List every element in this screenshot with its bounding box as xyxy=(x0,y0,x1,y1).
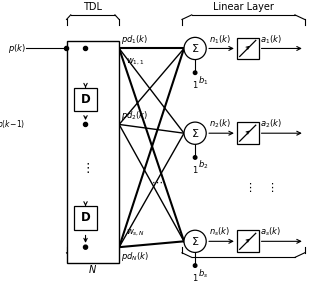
Circle shape xyxy=(184,230,206,252)
Text: $b_1$: $b_1$ xyxy=(198,74,209,87)
Text: $1$: $1$ xyxy=(192,164,198,175)
Text: $\Sigma$: $\Sigma$ xyxy=(191,235,199,247)
Bar xyxy=(74,206,97,230)
Circle shape xyxy=(83,122,88,126)
Bar xyxy=(74,88,97,111)
Bar xyxy=(237,122,259,144)
Circle shape xyxy=(193,156,197,159)
Text: $w_{1,1}$: $w_{1,1}$ xyxy=(126,57,145,68)
Circle shape xyxy=(65,46,69,51)
Text: $1$: $1$ xyxy=(192,79,198,90)
Text: $p(k\!-\!1)$: $p(k\!-\!1)$ xyxy=(0,118,26,131)
Circle shape xyxy=(83,245,88,249)
Text: $b_2$: $b_2$ xyxy=(198,159,209,171)
Text: $pd_1(k)$: $pd_1(k)$ xyxy=(121,33,148,45)
Circle shape xyxy=(184,37,206,60)
Bar xyxy=(66,41,119,263)
Text: $a_1(k)$: $a_1(k)$ xyxy=(260,33,282,45)
Text: $n_1(k)$: $n_1(k)$ xyxy=(209,33,231,45)
Circle shape xyxy=(83,46,88,51)
Bar xyxy=(237,37,259,60)
Text: $\cdots$: $\cdots$ xyxy=(151,176,163,186)
Text: $1$: $1$ xyxy=(192,272,198,283)
Text: $w_{s,N}$: $w_{s,N}$ xyxy=(126,228,146,238)
Text: $\mathbf{D}$: $\mathbf{D}$ xyxy=(80,93,91,106)
Circle shape xyxy=(184,122,206,144)
Text: $\vdots$: $\vdots$ xyxy=(266,181,274,194)
Text: $\vdots$: $\vdots$ xyxy=(81,161,90,175)
Text: TDL: TDL xyxy=(83,2,102,12)
Text: $a_s(k)$: $a_s(k)$ xyxy=(260,226,281,238)
Circle shape xyxy=(193,264,197,267)
Text: $\Sigma$: $\Sigma$ xyxy=(191,42,199,54)
Text: $b_s$: $b_s$ xyxy=(198,267,208,280)
Text: $a_2(k)$: $a_2(k)$ xyxy=(260,118,282,130)
Text: $\Sigma$: $\Sigma$ xyxy=(191,127,199,139)
Text: $N$: $N$ xyxy=(88,263,97,275)
Text: $pd_2(k)$: $pd_2(k)$ xyxy=(121,109,148,121)
Text: Linear Layer: Linear Layer xyxy=(213,2,274,12)
Bar xyxy=(237,230,259,252)
Text: $p(k)$: $p(k)$ xyxy=(8,42,26,55)
Text: $\vdots$: $\vdots$ xyxy=(243,181,252,194)
Text: $pd_N(k)$: $pd_N(k)$ xyxy=(121,250,149,263)
Circle shape xyxy=(193,71,197,74)
Text: $n_2(k)$: $n_2(k)$ xyxy=(209,118,231,130)
Text: $n_s(k)$: $n_s(k)$ xyxy=(209,226,230,238)
Text: $\mathbf{D}$: $\mathbf{D}$ xyxy=(80,211,91,225)
